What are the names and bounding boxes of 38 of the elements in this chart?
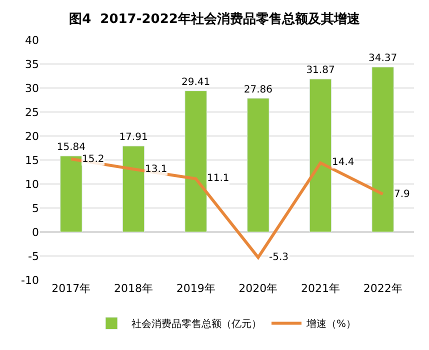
x-tick-label: 2018年: [114, 282, 153, 295]
data-label: 11.1: [207, 173, 230, 184]
data-label: 15.84: [56, 142, 86, 153]
chart-title: 图4 2017-2022年社会消费品零售总额及其增速: [69, 11, 361, 28]
legend-label: 增速（%）: [306, 318, 356, 330]
data-label: -5.3: [269, 252, 289, 263]
x-tick-label: 2017年: [52, 282, 91, 295]
data-label: 14.4: [332, 157, 354, 168]
y-tick-label: -10: [21, 274, 39, 287]
y-tick-label: 15: [25, 154, 39, 167]
x-tick-label: 2021年: [301, 282, 340, 295]
y-tick-label: -5: [28, 250, 39, 263]
y-tick-label: 30: [25, 82, 39, 95]
data-label: 34.37: [368, 53, 398, 64]
bar: [122, 146, 145, 232]
y-tick-label: 20: [25, 130, 39, 143]
y-tick-label: 10: [25, 178, 39, 191]
y-tick-label: 5: [32, 202, 39, 215]
y-tick-label: 0: [32, 226, 39, 239]
y-tick-label: 25: [25, 106, 39, 119]
bar: [60, 156, 82, 232]
x-tick-label: 2020年: [238, 282, 278, 295]
y-tick-label: 40: [25, 34, 39, 47]
x-tick-label: 2022年: [363, 282, 402, 295]
x-tick-label: 2019年: [176, 282, 216, 295]
y-tick-label: 35: [25, 58, 39, 71]
data-label: 13.1: [145, 164, 168, 175]
legend-label: 社会消费品零售总额（亿元）: [132, 318, 262, 330]
bar: [309, 78, 332, 232]
data-label: 7.9: [394, 189, 410, 200]
data-label: 15.2: [82, 154, 104, 165]
data-label: 29.41: [182, 76, 210, 88]
data-label: 17.91: [119, 132, 148, 144]
bar: [247, 98, 270, 232]
data-label: 27.86: [244, 84, 272, 96]
bar: [184, 90, 207, 232]
data-label: 31.87: [306, 65, 335, 76]
bar: [372, 66, 394, 232]
